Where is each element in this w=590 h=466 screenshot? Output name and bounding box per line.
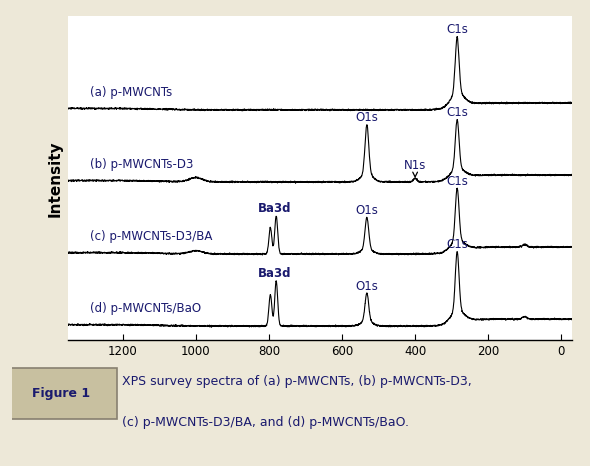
Text: (c) p-MWCNTs-D3/BA, and (d) p-MWCNTs/BaO.: (c) p-MWCNTs-D3/BA, and (d) p-MWCNTs/BaO…: [122, 416, 409, 429]
Text: N1s: N1s: [404, 159, 427, 178]
Y-axis label: Intensity: Intensity: [47, 140, 63, 217]
Text: (d) p-MWCNTs/BaO: (d) p-MWCNTs/BaO: [90, 302, 201, 315]
Text: Ba3d: Ba3d: [258, 202, 292, 215]
Text: (b) p-MWCNTs-D3: (b) p-MWCNTs-D3: [90, 158, 193, 171]
Text: C1s: C1s: [446, 105, 468, 118]
Text: XPS survey spectra of (a) p-MWCNTs, (b) p-MWCNTs-D3,: XPS survey spectra of (a) p-MWCNTs, (b) …: [122, 375, 472, 388]
Text: O1s: O1s: [355, 280, 378, 293]
Text: Figure 1: Figure 1: [32, 387, 90, 400]
Text: C1s: C1s: [446, 175, 468, 188]
Text: C1s: C1s: [446, 238, 468, 251]
Text: C1s: C1s: [446, 23, 468, 36]
FancyBboxPatch shape: [6, 368, 117, 419]
Text: O1s: O1s: [355, 204, 378, 217]
Text: (c) p-MWCNTs-D3/BA: (c) p-MWCNTs-D3/BA: [90, 230, 212, 243]
Text: O1s: O1s: [355, 111, 378, 124]
Text: Ba3d: Ba3d: [258, 267, 292, 280]
Text: (a) p-MWCNTs: (a) p-MWCNTs: [90, 86, 172, 99]
